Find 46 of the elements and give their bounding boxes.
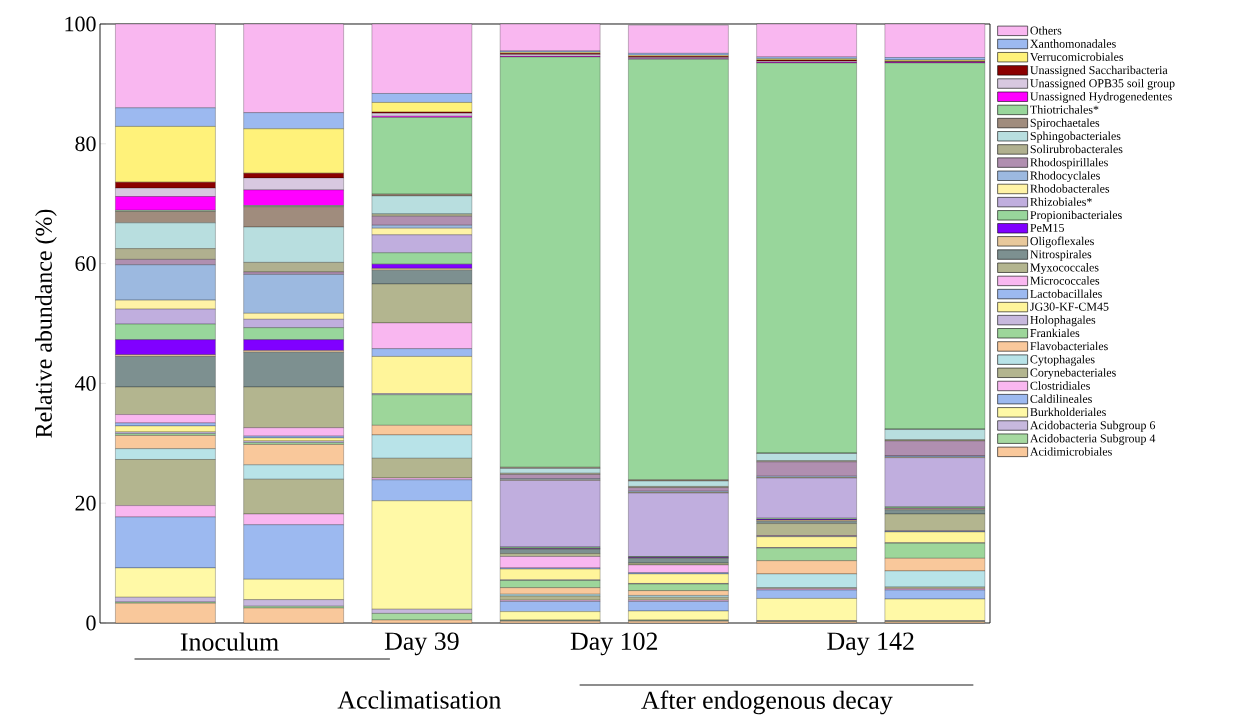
y-tick-label: 100	[65, 16, 96, 32]
legend-label: Xanthomonadales	[1030, 39, 1116, 48]
text: Acclimatisation	[337, 690, 501, 709]
legend-label: Solirubrobacterales	[1030, 144, 1123, 154]
legend-label: Caldilineales	[1030, 394, 1092, 403]
legend-label: Rhodocyclales	[1030, 171, 1100, 183]
x-tick-label: Day 102	[570, 632, 658, 656]
legend-label: Unassigned Hydrogenedentes	[1030, 92, 1172, 103]
text: After endogenous decay	[641, 690, 893, 715]
y-tick-label: 20	[75, 495, 96, 511]
y-tick-label: 60	[75, 256, 96, 271]
legend-label: Flavobacteriales	[1030, 341, 1108, 351]
y-tick-label: 80	[75, 136, 96, 152]
legend-label: Propionibacteriales	[1030, 210, 1122, 222]
legend-label: Rhodospirillales	[1030, 157, 1108, 169]
legend-label: Frankiales	[1030, 328, 1080, 338]
x-tick-label: Day 39	[384, 632, 459, 656]
x-tick-label: Inoculum	[180, 632, 279, 651]
legend-label: Myxococcales	[1030, 263, 1099, 274]
y-axis-title: Relative abundance (%)	[35, 209, 57, 438]
legend-label: Acidimicrobiales	[1030, 447, 1112, 456]
legend-label: PeM15	[1030, 223, 1064, 232]
legend-label: JG30-KF-CM45	[1030, 302, 1109, 311]
y-tick-label: 40	[74, 376, 96, 391]
legend-label: Verrucomicrobiales	[1030, 52, 1124, 62]
legend-label: Nitrospirales	[1030, 249, 1092, 261]
legend-label: Thiotrichales*	[1030, 105, 1099, 114]
y-tick-label: 0	[86, 615, 96, 631]
legend-label: Cytophagales	[1030, 354, 1095, 366]
legend-label: Unassigned Saccharibacteria	[1030, 65, 1168, 77]
legend-label: Burkholderiales	[1030, 407, 1106, 417]
legend-label: Corynebacteriales	[1030, 368, 1116, 380]
legend-label: Oligoflexales	[1030, 236, 1094, 248]
x-tick-label: Day 142	[827, 632, 914, 656]
legend-label: Clostridiales	[1030, 381, 1090, 390]
legend-label: Rhodobacterales	[1030, 184, 1110, 193]
legend-label: Micrococcales	[1030, 276, 1100, 285]
legend-label: Acidobacteria Subgroup 4	[1030, 434, 1156, 445]
legend-label: Lactobacillales	[1030, 289, 1102, 298]
legend-label: Spirochaetales	[1030, 118, 1100, 130]
legend-label: Rhizobiales*	[1030, 197, 1092, 206]
legend-label: Others	[1030, 26, 1062, 35]
legend-label: Acidobacteria Subgroup 6	[1030, 420, 1156, 432]
legend-label: Sphingobacteriales	[1030, 131, 1121, 143]
legend-label: Unassigned OPB35 soil group	[1030, 78, 1175, 90]
legend-label: Holophagales	[1030, 315, 1096, 327]
